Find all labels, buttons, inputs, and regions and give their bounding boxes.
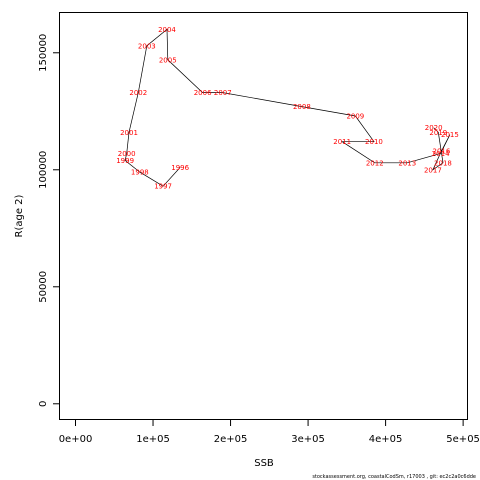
year-label: 2017 — [424, 166, 442, 174]
year-label: 2000 — [118, 150, 136, 158]
year-label: 2012 — [366, 159, 384, 167]
x-tick-label: 1e+05 — [136, 434, 170, 445]
year-label: 1997 — [154, 183, 172, 191]
year-label: 2019 — [429, 129, 447, 137]
x-tick-label: 0e+00 — [59, 434, 93, 445]
y-tick-label: 100000 — [38, 151, 49, 189]
y-tick-label: 50000 — [38, 271, 49, 303]
x-axis: 0e+00 1e+05 2e+05 3e+05 4e+05 5e+05 — [59, 419, 480, 445]
x-axis-label: SSB — [254, 458, 274, 469]
y-axis: 0 50000 100000 150000 — [38, 34, 60, 407]
x-tick-label: 2e+05 — [214, 434, 248, 445]
footer-text: stockassessment.org, coastalCodSm, r1700… — [312, 474, 476, 480]
year-label: 2010 — [365, 138, 383, 146]
plot-frame — [59, 12, 468, 420]
year-label: 2008 — [293, 103, 311, 111]
year-label: 2003 — [138, 42, 156, 50]
year-label: 1996 — [171, 164, 189, 172]
year-labels: 1996199719981999200020012002200320042005… — [116, 26, 459, 191]
year-label: 2011 — [333, 138, 351, 146]
year-label: 2004 — [158, 26, 176, 34]
year-label: 2007 — [214, 89, 232, 97]
year-label: 2009 — [346, 112, 364, 120]
year-label: 2020 — [425, 124, 443, 132]
year-label: 2001 — [120, 129, 138, 137]
x-tick-label: 5e+05 — [446, 434, 480, 445]
x-tick-label: 4e+05 — [369, 434, 403, 445]
x-tick-label: 3e+05 — [291, 434, 325, 445]
year-label: 2005 — [159, 56, 177, 64]
y-tick-label: 0 — [38, 401, 49, 407]
y-axis-label: R(age 2) — [14, 194, 25, 237]
year-label: 2014 — [432, 150, 450, 158]
y-tick-label: 150000 — [38, 34, 49, 72]
year-label: 2018 — [434, 159, 452, 167]
recruitment-path — [124, 28, 451, 187]
series-line — [124, 28, 451, 187]
year-label: 1999 — [116, 157, 134, 165]
year-label: 2015 — [441, 131, 459, 139]
year-label: 1998 — [131, 169, 149, 177]
year-label: 2002 — [129, 89, 147, 97]
year-label: 2016 — [433, 148, 451, 156]
year-label: 2013 — [398, 159, 416, 167]
year-label: 2006 — [194, 89, 212, 97]
